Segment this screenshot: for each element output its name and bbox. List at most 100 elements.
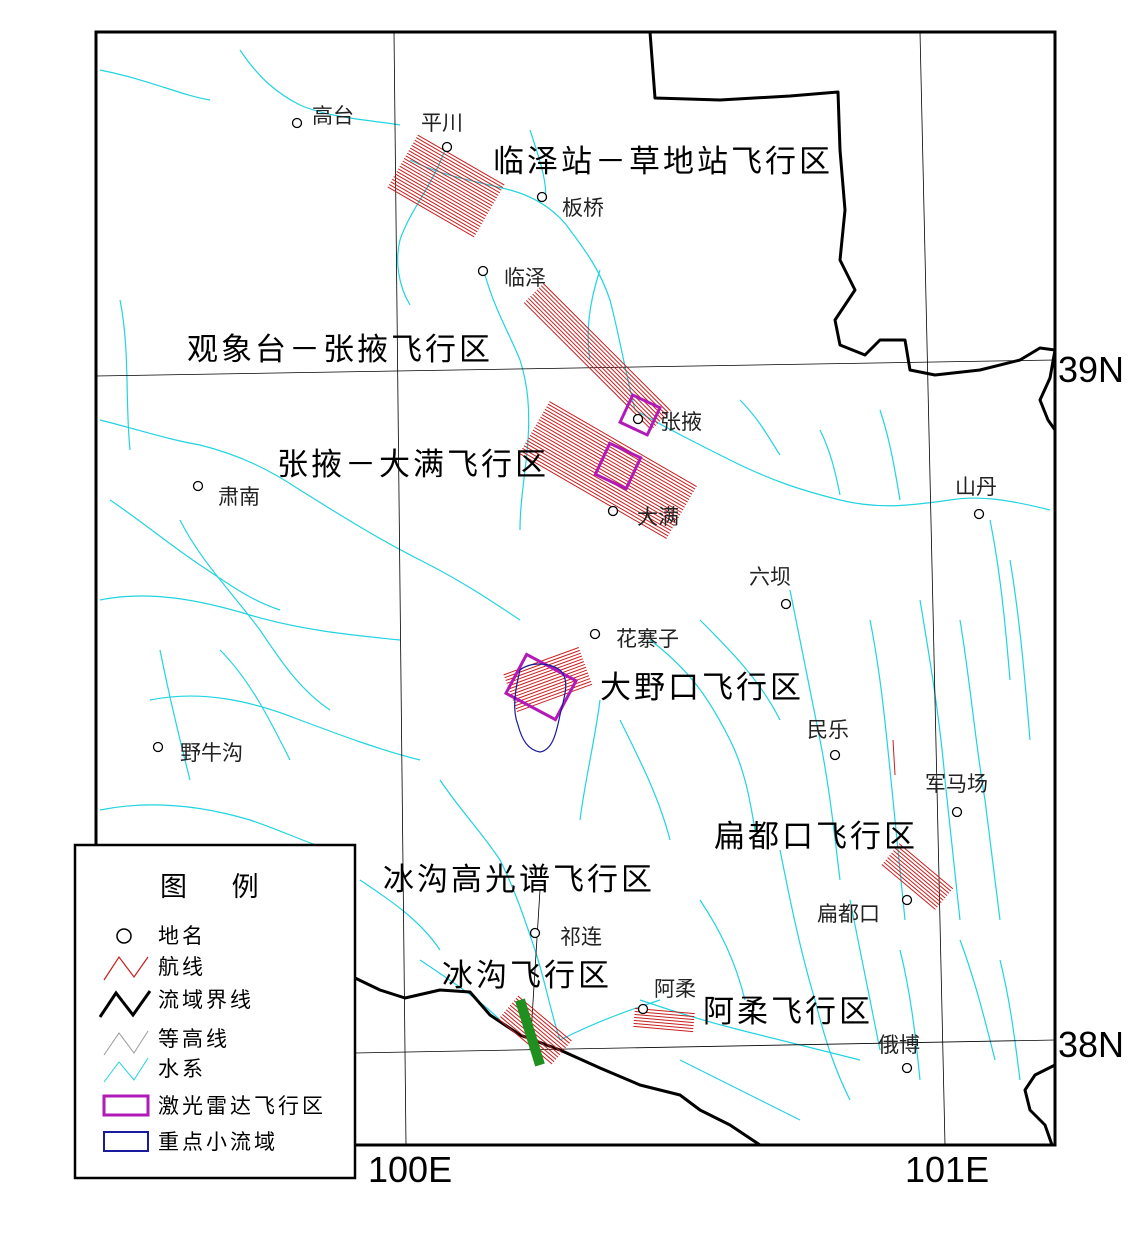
river [484,274,530,531]
river [119,299,131,451]
basin-boundary [1023,1063,1056,1146]
flight-line [408,150,496,202]
flight-line [402,160,490,212]
flight-line [525,300,654,429]
river [439,779,561,1041]
basin-boundary [354,976,761,1147]
flight-line [512,672,589,701]
legend-item-contour: 等高线 [103,1027,230,1056]
flight-line [633,1025,694,1033]
flight-line [509,663,586,693]
flight-line [538,419,687,506]
place-circle-icon [152,741,164,753]
river [959,619,1001,921]
river [849,899,881,1051]
place-label: 阿柔 [654,977,696,1001]
place-biandukou: 扁都口 [817,894,913,926]
place-label: 野牛沟 [180,741,243,765]
flight-line [528,297,657,426]
river [989,519,1011,681]
flight-zone-dayekou [503,647,593,713]
legend-item-flight-line: 航线 [103,955,203,981]
zone-label-binggou-hyperspectral: 冰沟高光谱飞行区 [383,862,655,898]
river-network [99,49,1051,1121]
zone-label-guanxiangtai-zhangye: 观象台－张掖飞行区 [187,332,493,368]
legend-item-basin: 流域界线 [98,988,251,1018]
flight-line [633,1019,694,1027]
catchment-box-icon [103,1131,149,1152]
legend: 图 例 地名 航线 流域界线 等高线 水系 激光雷达飞行区 重点小流域 [73,843,357,1180]
river [1009,559,1031,741]
place-label: 山丹 [955,475,997,499]
flight-line [540,285,669,414]
flight-line [893,850,948,897]
flight-line [506,655,582,684]
flight-line [390,181,478,233]
place-label: 平川 [421,111,463,135]
river [109,499,281,611]
flight-line [520,450,669,537]
flight-zone-linze-caodi [387,134,505,238]
place-label: 板桥 [562,196,604,220]
flight-zone-guanxiangtai-zhangye [523,283,671,431]
flight-line-single [892,739,896,776]
place-circle-icon [536,191,548,203]
flight-line [896,845,952,892]
river [999,959,1021,1081]
river [899,949,921,1081]
basin-boundary-icon [98,990,152,1018]
basin-boundary [648,31,1057,431]
river [869,619,906,921]
river [639,999,861,1061]
river [99,69,211,101]
river [619,719,671,841]
river [879,409,901,501]
flight-line [542,283,671,412]
place-label: 扁都口 [817,902,880,926]
legend-label: 等高线 [158,1027,230,1051]
place-label: 民乐 [807,718,849,742]
zone-label-linze-caodi: 临泽站－草地站飞行区 [493,144,833,180]
flight-line [508,661,585,690]
flight-line [525,442,673,529]
axis-label-101e: 101E [905,1149,989,1190]
legend-title: 图 例 [160,872,277,903]
flight-line [414,139,502,191]
flight-line [531,432,679,519]
place-label: 临泽 [504,266,546,290]
key-catchment [514,663,567,753]
river [819,429,841,496]
flight-line [881,864,936,910]
place-linze: 临泽 [477,265,546,290]
flight-line [528,437,676,524]
place-label: 花寨子 [616,627,679,651]
place-pingchuan: 平川 [421,111,463,153]
lidar-box [618,393,662,437]
river [699,619,781,721]
place-shandan: 山丹 [955,475,997,520]
place-circle-icon [607,505,619,517]
flight-line [895,847,950,894]
flight-line [523,445,672,532]
place-circle-icon [829,749,841,761]
contour-icon [103,1030,149,1056]
flight-line [396,170,484,222]
river [587,269,601,361]
flight-line [391,178,480,230]
place-ebo: 俄博 [878,1033,920,1074]
flight-line [400,163,489,215]
flight-line [411,144,499,196]
flight-line [544,408,693,495]
place-circle-icon [973,508,985,520]
flight-line [507,1007,563,1053]
river [959,939,996,1061]
axis-label-100e: 100E [368,1149,452,1190]
legend-label: 激光雷达飞行区 [158,1094,326,1118]
flight-line [536,289,665,418]
place-circle-icon [632,413,644,425]
river [419,959,501,1021]
place-label: 六坝 [749,565,791,589]
flight-line [405,155,493,207]
flight-line [634,1013,695,1021]
